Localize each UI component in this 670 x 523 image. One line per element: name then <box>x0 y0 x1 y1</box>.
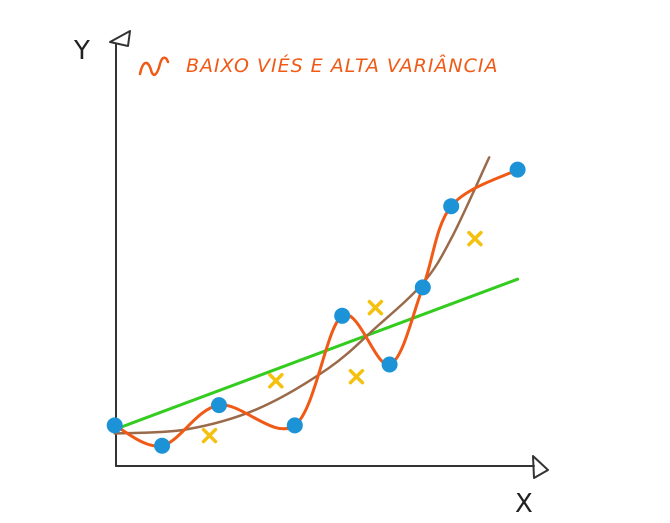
test-point-x-3 <box>348 368 365 385</box>
training-point-5 <box>334 307 351 324</box>
training-point-9 <box>509 161 526 178</box>
legend: BAIXO VIÉS E ALTA VARIÂNCIA <box>138 54 499 77</box>
y-axis-arrowhead <box>109 30 131 47</box>
training-point-3 <box>211 397 227 414</box>
x-axis-label: X <box>515 489 533 519</box>
linear-fit-line <box>113 277 520 431</box>
markers <box>106 161 526 454</box>
legend-label: BAIXO VIÉS E ALTA VARIÂNCIA <box>186 54 499 77</box>
training-point-6 <box>381 356 398 373</box>
training-point-1 <box>106 417 123 434</box>
smooth-fit-curve <box>113 156 491 435</box>
axes: Y X <box>73 30 549 519</box>
test-point-x-4 <box>367 299 384 316</box>
y-axis-label: Y <box>73 36 90 66</box>
test-point-x-5 <box>467 230 483 247</box>
legend-squiggle-icon <box>138 56 170 77</box>
training-point-2 <box>154 437 171 454</box>
training-point-7 <box>414 279 431 296</box>
training-point-4 <box>286 417 303 434</box>
curves <box>113 156 520 448</box>
training-point-8 <box>443 198 460 215</box>
test-point-x-1 <box>201 427 218 444</box>
test-point-x-2 <box>268 372 284 389</box>
x-axis-arrowhead <box>532 455 549 479</box>
